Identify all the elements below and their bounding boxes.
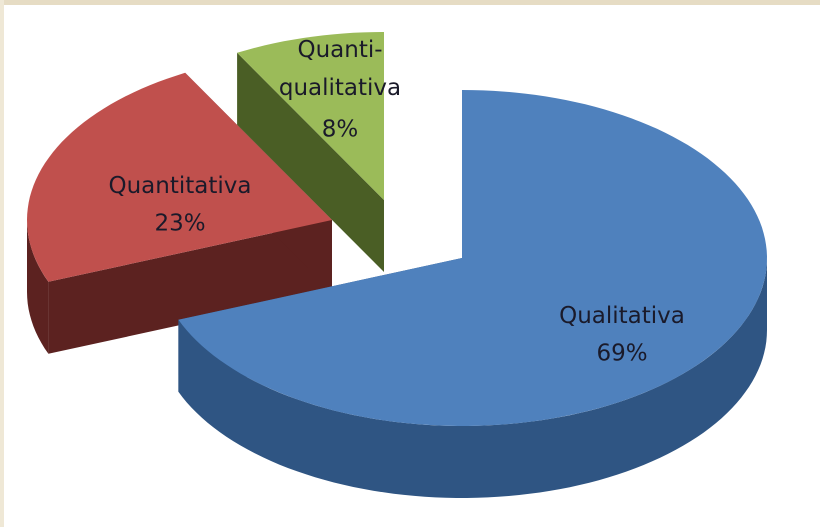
left-border: [0, 0, 4, 527]
slice-side: [48, 220, 333, 354]
slice-label: Quantitativa: [109, 173, 252, 199]
slice: [27, 72, 332, 282]
slice: [178, 90, 767, 426]
slice-value-label: 8%: [322, 117, 359, 143]
slice-label: Quanti-qualitativa: [279, 37, 401, 101]
top-border: [0, 0, 820, 5]
slice-side: [237, 52, 384, 272]
slice-wall: [27, 220, 49, 354]
slice: [237, 32, 384, 200]
slice-wall: [178, 258, 767, 498]
slice-label: Qualitativa: [559, 303, 685, 329]
slice-value-label: 69%: [596, 341, 647, 367]
slice-value-label: 23%: [154, 211, 205, 237]
